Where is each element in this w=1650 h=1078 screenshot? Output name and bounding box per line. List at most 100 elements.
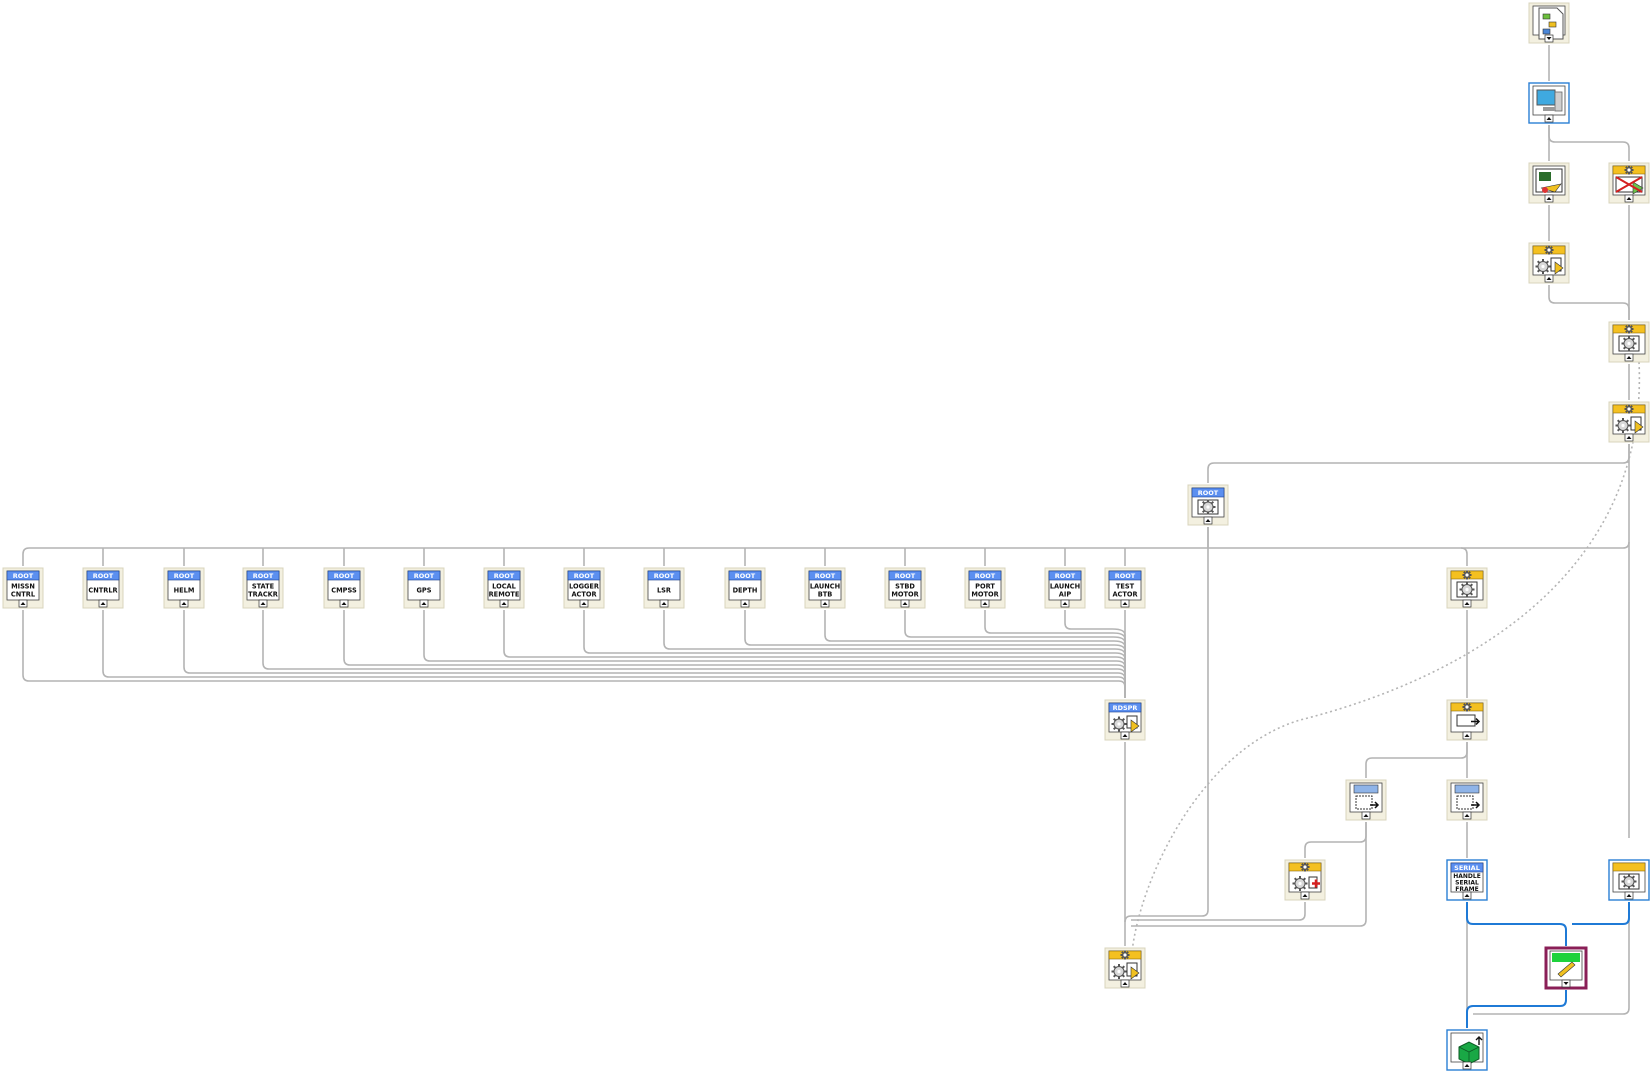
node-header <box>86 570 120 581</box>
expand-arrow-icon <box>822 602 828 605</box>
wire-fan-3 <box>262 610 1126 698</box>
node-header <box>808 570 842 581</box>
node-label: TEST ACTOR <box>1112 583 1137 599</box>
scope-vi-icon <box>1535 168 1563 193</box>
launch-btb-node[interactable]: ROOT LAUNCH BTB <box>804 567 846 609</box>
cntrlr-node[interactable]: ROOT CNTRLR <box>82 567 124 609</box>
gear-launch-icon <box>1111 715 1140 733</box>
node-header-label: ROOT <box>494 572 515 580</box>
node-header-label: ROOT <box>975 572 996 580</box>
wire-rootmid-bottom <box>1124 527 1209 923</box>
wire-msgA-gearstop <box>1304 822 1367 858</box>
node-header-label: ROOT <box>253 572 274 580</box>
wire-fan-9 <box>744 610 1126 698</box>
crossed-actor-icon <box>1615 176 1644 195</box>
expand-arrow-icon <box>1626 894 1632 897</box>
state-trackr-node[interactable]: ROOT STATE TRACKR <box>242 567 284 609</box>
scope-node[interactable] <box>1528 162 1570 204</box>
cmpss-node[interactable]: ROOT CMPSS <box>323 567 365 609</box>
monitor-icon <box>1536 89 1563 112</box>
expand-arrow-icon <box>1205 519 1211 522</box>
expand-arrow-icon <box>1464 814 1470 817</box>
node-header-label: ROOT <box>815 572 836 580</box>
edit-pencil-icon <box>1552 953 1580 978</box>
expand-arrow-icon <box>181 602 187 605</box>
gear-core-icon <box>1618 873 1640 890</box>
expand-arrow-icon <box>1062 602 1068 605</box>
node-header <box>1048 570 1082 581</box>
gear-stop-node[interactable] <box>1284 859 1326 901</box>
node-header-label: ROOT <box>1198 489 1219 497</box>
wire-fan-7 <box>583 610 1126 698</box>
collapse-arrow-icon <box>1563 982 1569 985</box>
gps-node[interactable]: ROOT GPS <box>403 567 445 609</box>
node-header <box>1450 862 1484 873</box>
crossed-node[interactable] <box>1608 162 1650 204</box>
node-header <box>968 570 1002 581</box>
wire-fan-12 <box>984 610 1126 698</box>
node-header <box>6 570 40 581</box>
green-cube-icon <box>1458 1036 1483 1065</box>
wire-fan-4 <box>343 610 1126 698</box>
bottom-gear-node[interactable] <box>1104 947 1146 989</box>
expand-arrow-icon <box>1122 734 1128 737</box>
node-label: LSR <box>657 587 671 595</box>
lsr-node[interactable]: ROOT LSR <box>643 567 685 609</box>
msg-dashed-b-node[interactable] <box>1446 779 1488 821</box>
missn-cntrl-node[interactable]: ROOT MISSN CNTRL <box>2 567 44 609</box>
root-mid-node[interactable]: ROOT <box>1187 484 1229 526</box>
wire-fan-5 <box>423 610 1126 698</box>
monitor-node[interactable] <box>1528 82 1570 124</box>
rdspr-node[interactable]: RDSPR <box>1104 699 1146 741</box>
send-msg-node[interactable] <box>1446 699 1488 741</box>
node-label: LOCAL REMOTE <box>489 583 520 599</box>
node-label: GPS <box>417 587 432 595</box>
expand-arrow-icon <box>1546 117 1552 120</box>
depth-node[interactable]: ROOT DEPTH <box>724 567 766 609</box>
node-label: DEPTH <box>733 587 758 595</box>
message-arrow-icon <box>1454 784 1481 810</box>
cube-node[interactable] <box>1446 1029 1488 1071</box>
node-header <box>246 570 280 581</box>
local-remote-node[interactable]: ROOT LOCAL REMOTE <box>483 567 525 609</box>
right-gear-node[interactable] <box>1446 567 1488 609</box>
edit-node[interactable] <box>1544 946 1588 990</box>
stbd-motor-node[interactable]: ROOT STBD MOTOR <box>884 567 926 609</box>
node-header <box>407 570 441 581</box>
port-motor-node[interactable]: ROOT PORT MOTOR <box>964 567 1006 609</box>
right-core-node[interactable] <box>1608 859 1650 901</box>
wire-edit-cube <box>1466 990 1567 1028</box>
expand-arrow-icon <box>20 602 26 605</box>
wire-dotted-ref <box>1131 361 1640 953</box>
test-actor-node[interactable]: ROOT TEST ACTOR <box>1104 567 1146 609</box>
logger-actor-node[interactable]: ROOT LOGGER ACTOR <box>563 567 605 609</box>
wire-bus-rightgear <box>1460 547 1468 566</box>
launch-aip-node[interactable]: ROOT LAUNCH AIP <box>1044 567 1086 609</box>
expand-arrow-icon <box>902 602 908 605</box>
node-header <box>647 570 681 581</box>
gear-core-node[interactable] <box>1608 321 1650 363</box>
node-label: CNTRLR <box>88 587 117 595</box>
node-label: LAUNCH BTB <box>810 583 840 599</box>
node-header-label: RDSPR <box>1113 704 1138 712</box>
expand-arrow-icon <box>100 602 106 605</box>
expand-arrow-icon <box>1464 734 1470 737</box>
wire-core-edit <box>1572 902 1630 925</box>
node-header <box>487 570 521 581</box>
gear-launch-a-node[interactable] <box>1528 242 1570 284</box>
node-header <box>567 570 601 581</box>
message-arrow-icon <box>1353 784 1380 810</box>
wire-bus-h <box>22 541 1630 566</box>
node-header <box>327 570 361 581</box>
node-label: MISSN CNTRL <box>11 583 36 599</box>
gear-launch-b-node[interactable] <box>1608 401 1650 443</box>
helm-node[interactable]: ROOT HELM <box>163 567 205 609</box>
node-label: HANDLE SERIAL FRAME <box>1453 873 1481 893</box>
hierarchy-file-icon <box>1538 7 1564 40</box>
top-file-node[interactable] <box>1528 2 1570 44</box>
msg-dashed-a-node[interactable] <box>1345 779 1387 821</box>
node-label: STBD MOTOR <box>891 583 918 599</box>
expand-arrow-icon <box>742 602 748 605</box>
node-header-label: ROOT <box>895 572 916 580</box>
